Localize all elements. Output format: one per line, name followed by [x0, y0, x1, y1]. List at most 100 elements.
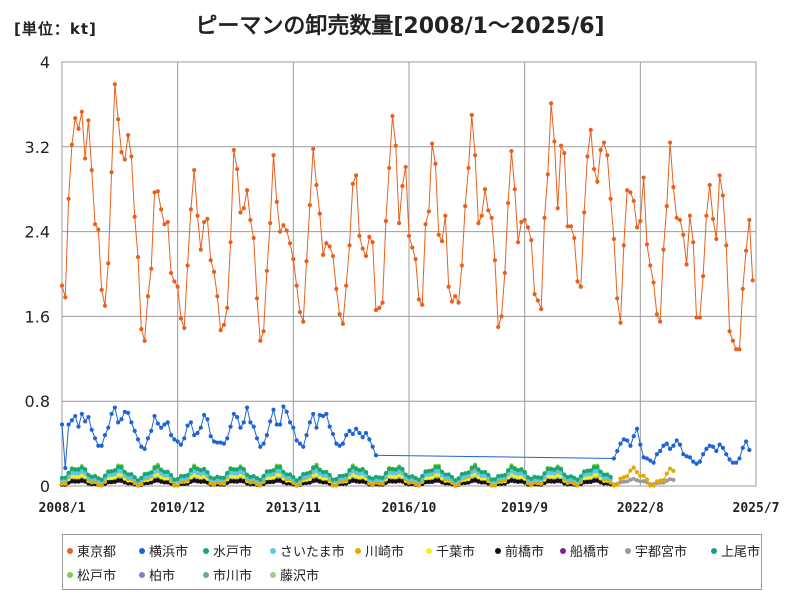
- data-point: [59, 283, 65, 288]
- data-point: [420, 473, 425, 479]
- data-point: [350, 431, 355, 437]
- data-point: [324, 241, 329, 246]
- data-point: [436, 472, 441, 477]
- data-point: [568, 474, 574, 479]
- data-point: [357, 468, 362, 473]
- data-point: [202, 412, 207, 418]
- data-point: [99, 477, 104, 482]
- data-point: [648, 458, 653, 463]
- data-point: [654, 452, 659, 457]
- legend-marker: [495, 547, 501, 554]
- data-point: [393, 479, 398, 484]
- data-point: [621, 437, 626, 442]
- data-point: [330, 431, 336, 437]
- data-point: [297, 482, 303, 487]
- data-point: [591, 472, 597, 477]
- data-point: [532, 480, 537, 485]
- data-point: [400, 479, 405, 484]
- data-point: [618, 441, 623, 446]
- data-point: [515, 479, 521, 484]
- data-point: [135, 254, 141, 260]
- data-point: [350, 472, 355, 477]
- data-point: [274, 464, 279, 470]
- data-point: [271, 468, 276, 473]
- data-point: [413, 257, 418, 262]
- x-tick-label: 2016/10: [382, 501, 437, 516]
- data-point: [126, 472, 131, 477]
- data-point: [317, 474, 322, 479]
- data-point: [79, 465, 84, 470]
- data-point: [377, 475, 382, 480]
- y-tick-label: 3.2: [25, 138, 50, 157]
- data-point: [301, 471, 306, 477]
- legend-label: 千葉市: [436, 545, 476, 560]
- data-point: [634, 478, 640, 483]
- data-point: [317, 467, 322, 472]
- data-point: [416, 297, 422, 302]
- data-point: [611, 236, 617, 242]
- data-point: [694, 461, 699, 466]
- data-point: [714, 448, 719, 454]
- data-point: [393, 474, 398, 479]
- data-point: [625, 438, 630, 443]
- data-point: [387, 165, 392, 171]
- data-point: [268, 419, 273, 424]
- data-point: [202, 467, 207, 472]
- data-point: [297, 476, 303, 481]
- data-point: [192, 478, 197, 483]
- data-point: [545, 473, 550, 479]
- data-point: [463, 480, 468, 485]
- data-point: [661, 247, 666, 252]
- legend-item: 千葉市: [426, 541, 475, 560]
- data-point: [231, 471, 236, 476]
- data-point: [231, 479, 236, 484]
- data-point: [658, 448, 663, 454]
- data-point: [271, 475, 276, 480]
- data-point: [264, 469, 269, 474]
- data-point: [235, 471, 240, 476]
- data-point: [152, 413, 157, 419]
- data-point: [155, 189, 160, 194]
- data-point: [337, 312, 342, 317]
- data-point: [208, 434, 213, 439]
- data-point: [149, 480, 154, 485]
- data-point: [188, 207, 193, 212]
- data-point: [320, 413, 326, 419]
- data-point: [446, 284, 451, 289]
- data-point: [360, 246, 365, 251]
- data-point: [380, 300, 385, 305]
- data-point: [225, 436, 230, 441]
- data-point: [585, 154, 590, 159]
- data-point: [466, 480, 471, 485]
- data-point: [714, 236, 719, 242]
- data-point: [396, 473, 402, 478]
- x-tick-label: 2010/12: [150, 501, 205, 516]
- data-point: [159, 425, 164, 430]
- data-point: [654, 312, 659, 317]
- data-point: [320, 469, 326, 475]
- data-point: [661, 443, 666, 448]
- data-point: [258, 483, 263, 488]
- data-point: [552, 474, 557, 479]
- data-point: [126, 475, 131, 480]
- data-point: [367, 475, 372, 480]
- data-point: [476, 474, 481, 479]
- data-point: [658, 319, 663, 324]
- data-point: [122, 157, 127, 162]
- data-point: [126, 133, 131, 138]
- data-point: [383, 471, 388, 476]
- data-point: [119, 150, 124, 155]
- data-point: [664, 441, 669, 446]
- data-point: [400, 467, 405, 472]
- data-point: [218, 475, 223, 480]
- data-point: [228, 473, 233, 479]
- data-point: [330, 483, 336, 488]
- data-point: [221, 475, 227, 480]
- data-point: [215, 440, 220, 445]
- data-point: [578, 284, 583, 289]
- data-point: [506, 479, 511, 484]
- data-point: [426, 479, 431, 484]
- data-point: [621, 479, 626, 484]
- legend-label: 上尾市: [721, 545, 761, 560]
- data-point: [278, 478, 283, 483]
